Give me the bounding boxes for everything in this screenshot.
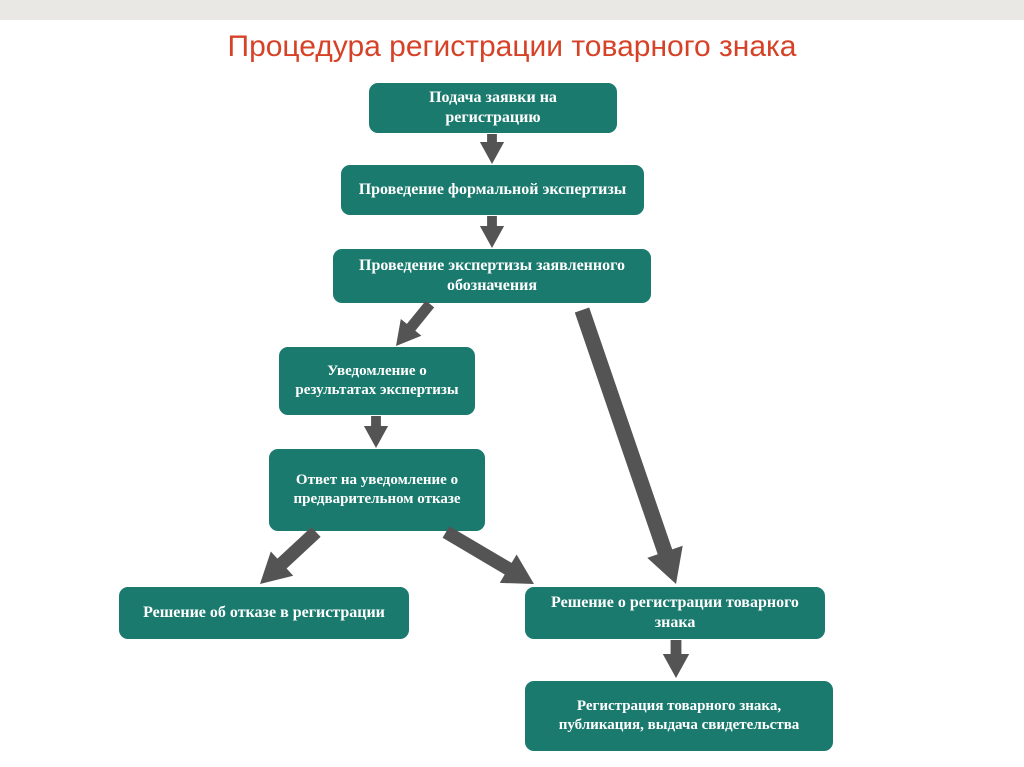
arrow-n2-n3 xyxy=(480,216,504,248)
arrow-n3-n7 xyxy=(575,308,683,585)
arrow-n4-n5 xyxy=(364,416,388,448)
arrow-n5-n6 xyxy=(260,527,321,584)
arrow-n3-n4 xyxy=(396,301,434,346)
arrow-n1-n2 xyxy=(480,134,504,164)
arrow-n7-n8 xyxy=(663,640,689,678)
arrow-n5-n7 xyxy=(443,526,534,584)
arrows-layer xyxy=(0,0,1024,767)
